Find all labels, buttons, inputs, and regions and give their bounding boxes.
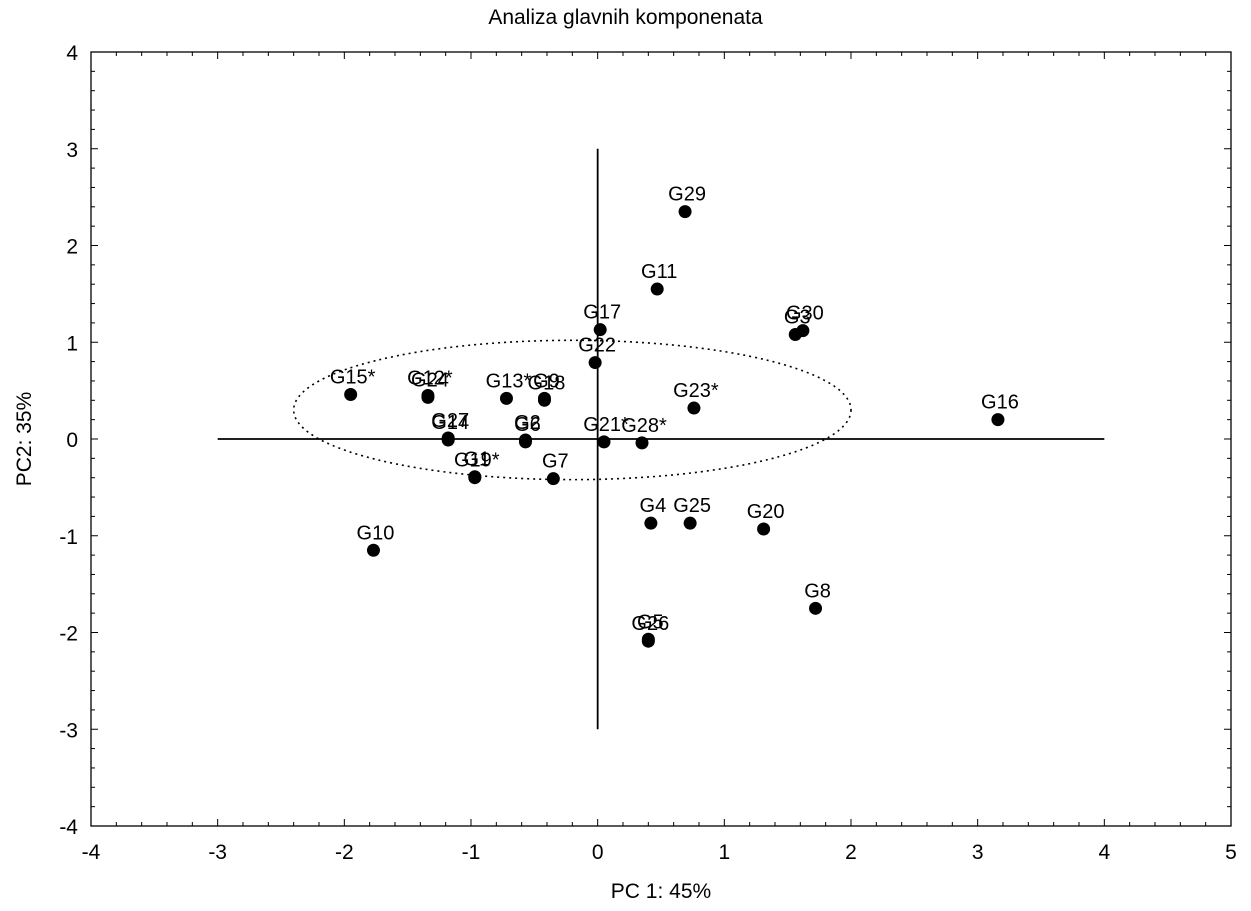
data-point-label: G5 [637,611,664,633]
data-point-label: G30 [786,303,824,325]
chart-title: Analiza glavnih komponenata [488,6,763,29]
data-point [588,356,602,370]
minor-ticks [90,51,1232,827]
data-point [788,328,802,342]
y-tick-label: -1 [59,526,78,549]
data-point [678,205,692,219]
data-point-label: G4 [640,495,667,517]
data-point [518,435,532,449]
data-point-label: G12* [407,367,453,389]
data-point-label: G2 [514,412,541,434]
data-point-label: G19* [454,450,500,472]
data-point [991,413,1005,427]
x-axis-label: PC 1: 45% [611,880,711,903]
y-tick-label: -3 [59,719,78,742]
data-point [809,601,823,615]
data-point-label: G27 [431,410,469,432]
data-point [644,516,658,530]
data-point-label: G23* [673,380,719,402]
data-point [683,516,697,530]
data-point-label: G8 [804,580,831,602]
data-point [344,387,358,401]
x-tick-label: -3 [208,841,227,864]
data-point-label: G10 [357,522,395,544]
data-point-label: G20 [747,501,785,523]
x-tick-label: -2 [335,841,354,864]
data-point [650,282,664,296]
y-tick-label: 1 [66,332,78,355]
x-tick-label: 1 [718,841,730,864]
data-point-label: G28* [621,415,667,437]
data-point-label: G6 [514,414,541,436]
x-tick-label: -4 [82,841,101,864]
data-point [597,435,611,449]
x-tick-label: 2 [845,841,857,864]
data-point [635,436,649,450]
data-point [546,472,560,486]
y-tick-label: -4 [59,816,78,839]
x-tick-label: 5 [1225,841,1237,864]
x-tick-label: 0 [592,841,604,864]
y-axis-label: PC2: 35% [13,392,36,487]
data-point-label: G1 [463,449,490,471]
data-point [366,543,380,557]
x-tick-labels: -4 -3 -2 -1 0 1 2 3 4 5 [82,841,1237,864]
data-point [421,390,435,404]
data-point [757,522,771,536]
data-point-label: G3 [784,307,811,329]
data-point [537,393,551,407]
data-point-label: G11 [641,261,677,283]
data-point-label: G29 [668,184,706,206]
data-point [499,391,513,405]
y-tick-label: 0 [66,429,78,452]
reference-lines [217,148,1105,730]
data-point [687,401,701,415]
data-point-label: G16 [981,392,1019,414]
data-point [641,634,655,648]
data-point-label: G18 [528,372,566,394]
data-point-label: G21* [583,414,629,436]
data-point-label: G7 [542,451,569,473]
data-point-label: G22 [578,335,616,357]
data-point-label: G24 [411,369,449,391]
data-point-label: G9 [533,370,560,392]
x-tick-label: 4 [1098,841,1110,864]
y-tick-label: 2 [66,236,78,259]
data-point-label: G25 [673,495,711,517]
y-tick-label: 3 [66,139,78,162]
y-tick-label: 4 [66,42,78,65]
data-point [593,323,607,337]
y-tick-labels: -4 -3 -2 -1 0 1 2 3 4 [59,42,78,839]
data-point-label: G13* [486,370,532,392]
data-point [441,433,455,447]
data-point-label: G17 [583,302,621,324]
data-point-label: G15* [330,366,376,388]
data-point-label: G26 [631,613,669,635]
y-tick-label: -2 [59,623,78,646]
x-tick-label: -1 [462,841,481,864]
data-point [468,471,482,485]
x-tick-label: 3 [972,841,984,864]
data-point-label: G14 [431,412,469,434]
cluster-ellipse [292,339,852,481]
